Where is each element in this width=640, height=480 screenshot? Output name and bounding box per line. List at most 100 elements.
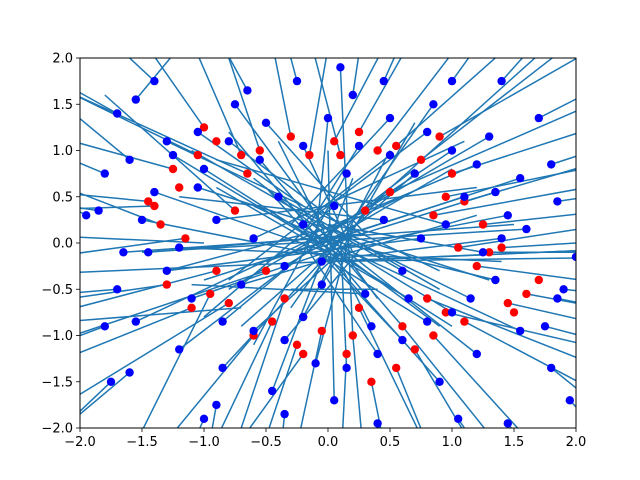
connection-line xyxy=(445,311,576,344)
connection-line xyxy=(476,265,576,281)
connection-line xyxy=(342,353,348,428)
source-point xyxy=(305,150,314,160)
source-point xyxy=(156,220,165,229)
connection-line xyxy=(432,334,519,428)
source-point xyxy=(144,197,153,206)
source-point xyxy=(206,289,215,299)
target-point xyxy=(125,155,134,164)
target-point xyxy=(292,76,302,86)
target-point xyxy=(131,317,140,326)
source-point xyxy=(410,345,419,354)
target-point xyxy=(94,206,103,215)
connection-line xyxy=(433,188,576,217)
connection-line xyxy=(80,117,131,161)
connection-line xyxy=(228,58,249,91)
target-point xyxy=(404,294,413,303)
connection-line xyxy=(501,58,524,82)
target-point xyxy=(565,396,574,405)
x-tick-label: 1.5 xyxy=(504,435,525,450)
connection-line xyxy=(179,196,384,221)
target-point xyxy=(423,317,432,326)
target-point xyxy=(255,155,264,164)
target-point xyxy=(410,169,419,178)
target-point xyxy=(491,187,500,197)
target-point xyxy=(547,160,556,169)
y-tick-label: −0.5 xyxy=(41,283,73,298)
target-point xyxy=(299,141,308,151)
source-points xyxy=(144,123,543,386)
target-point xyxy=(503,211,512,220)
connection-line xyxy=(142,293,211,428)
target-point xyxy=(113,285,122,294)
connection-line xyxy=(507,302,576,320)
source-point xyxy=(373,146,382,155)
target-point xyxy=(218,317,227,326)
connection-line xyxy=(389,110,576,193)
connection-line xyxy=(550,367,576,389)
source-point xyxy=(348,331,357,340)
x-axis: −2.0 −1.5 −1.0 −0.5 0.0 0.5 1.0 1.5 2.0 xyxy=(64,428,586,450)
x-tick-label: 0.5 xyxy=(380,435,401,450)
connection-line xyxy=(240,173,416,327)
connection-line xyxy=(300,330,323,428)
target-point xyxy=(348,90,357,100)
connection-line xyxy=(358,58,402,133)
source-point xyxy=(460,317,469,326)
source-point xyxy=(429,331,438,340)
source-point xyxy=(392,363,401,373)
target-points xyxy=(82,63,576,428)
target-point xyxy=(553,197,562,206)
x-tick-label: 2.0 xyxy=(566,435,587,450)
target-point xyxy=(522,224,531,234)
connection-line xyxy=(80,381,112,413)
target-point xyxy=(125,368,134,377)
target-point xyxy=(516,174,525,183)
target-point xyxy=(559,285,568,294)
target-point xyxy=(447,308,457,317)
y-tick-label: −1.5 xyxy=(41,375,73,390)
source-point xyxy=(230,206,240,215)
connection-line xyxy=(220,321,273,428)
connection-line xyxy=(290,103,435,309)
source-point xyxy=(150,201,159,211)
target-point xyxy=(354,141,364,151)
x-tick-label: −0.5 xyxy=(250,435,282,450)
target-point xyxy=(447,146,457,155)
connection-line xyxy=(414,349,463,428)
source-point xyxy=(447,169,457,178)
connection-line xyxy=(128,58,155,82)
target-point xyxy=(385,150,395,160)
source-point xyxy=(261,266,271,275)
connection-line xyxy=(240,214,478,286)
connection-line xyxy=(445,169,576,198)
connection-line xyxy=(383,58,395,82)
source-point xyxy=(485,248,494,257)
target-point xyxy=(330,201,339,211)
connection-line xyxy=(327,257,576,263)
target-point xyxy=(193,127,202,137)
connection-line xyxy=(259,159,403,327)
connection-line xyxy=(482,213,576,226)
connection-line xyxy=(80,193,149,203)
connection-line xyxy=(253,177,478,355)
target-point xyxy=(199,414,209,423)
connection-line xyxy=(538,98,576,119)
source-point xyxy=(299,349,308,359)
target-point xyxy=(193,183,202,192)
connection-line xyxy=(352,58,360,96)
source-point xyxy=(472,261,481,271)
source-point xyxy=(454,243,463,252)
connection-line xyxy=(439,58,576,138)
target-point xyxy=(82,211,91,220)
connection-line xyxy=(314,58,342,156)
connection-line xyxy=(80,307,192,354)
connection-line xyxy=(274,58,292,137)
source-point xyxy=(478,220,488,229)
target-point xyxy=(187,294,196,303)
target-point xyxy=(106,377,116,386)
source-point xyxy=(199,123,209,132)
target-point xyxy=(249,234,258,243)
target-point xyxy=(342,363,351,373)
connection-line xyxy=(451,58,470,82)
connection-line xyxy=(80,162,106,175)
